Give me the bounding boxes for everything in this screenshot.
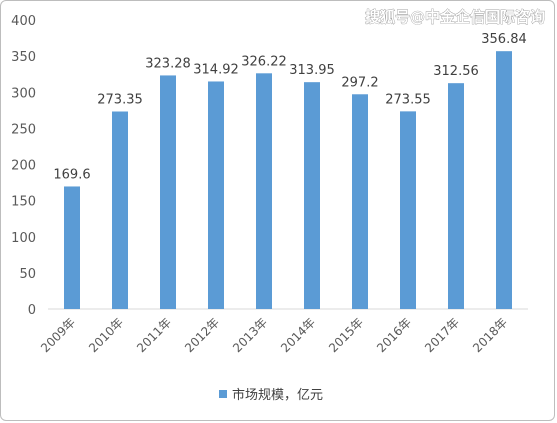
x-tick-label: 2011年	[134, 315, 174, 355]
y-tick-label: 100	[11, 231, 36, 246]
y-tick-label: 50	[19, 267, 36, 282]
data-label: 314.92	[193, 62, 239, 77]
y-tick-label: 250	[11, 122, 36, 137]
bar	[208, 81, 224, 309]
data-label: 169.6	[53, 167, 90, 182]
x-tick-label: 2014年	[278, 315, 318, 355]
bar	[400, 111, 416, 309]
x-tick-label: 2013年	[230, 315, 270, 355]
x-tick-label: 2012年	[182, 315, 222, 355]
bar	[304, 82, 320, 309]
bar	[112, 111, 128, 309]
x-tick-label: 2017年	[422, 315, 462, 355]
y-tick-label: 0	[28, 303, 36, 318]
y-axis: 0 50 100 150 200 250 300 350 400	[11, 14, 36, 318]
bar	[448, 83, 464, 309]
bars	[64, 51, 512, 309]
bar	[496, 51, 512, 309]
x-tick-label: 2009年	[38, 315, 78, 355]
bar	[160, 75, 176, 309]
data-label: 312.56	[433, 64, 479, 79]
bar	[352, 94, 368, 309]
data-label: 313.95	[289, 63, 335, 78]
watermark: 搜狐号@中金企信国际咨询	[365, 8, 545, 26]
data-label: 356.84	[481, 32, 527, 47]
bar	[64, 186, 80, 309]
data-label: 323.28	[145, 56, 191, 71]
legend: 市场规模，亿元	[219, 387, 323, 403]
data-label: 273.35	[97, 93, 143, 108]
y-tick-label: 300	[11, 86, 36, 101]
bar	[256, 73, 272, 309]
legend-label: 市场规模，亿元	[232, 387, 323, 403]
data-label: 297.2	[341, 75, 378, 90]
y-tick-label: 350	[11, 50, 36, 65]
data-label: 326.22	[241, 54, 287, 69]
y-tick-label: 400	[11, 14, 36, 29]
x-axis: 2009年 2010年 2011年 2012年 2013年 2014年 2015年 2016年…	[38, 308, 528, 355]
x-tick-label: 2015年	[326, 315, 366, 355]
y-tick-label: 150	[11, 195, 36, 210]
x-tick-label: 2010年	[86, 315, 126, 355]
x-tick-label: 2018年	[470, 315, 510, 355]
data-label: 273.55	[385, 92, 431, 107]
legend-swatch	[219, 390, 227, 398]
y-tick-label: 200	[11, 159, 36, 174]
x-tick-label: 2016年	[374, 315, 414, 355]
